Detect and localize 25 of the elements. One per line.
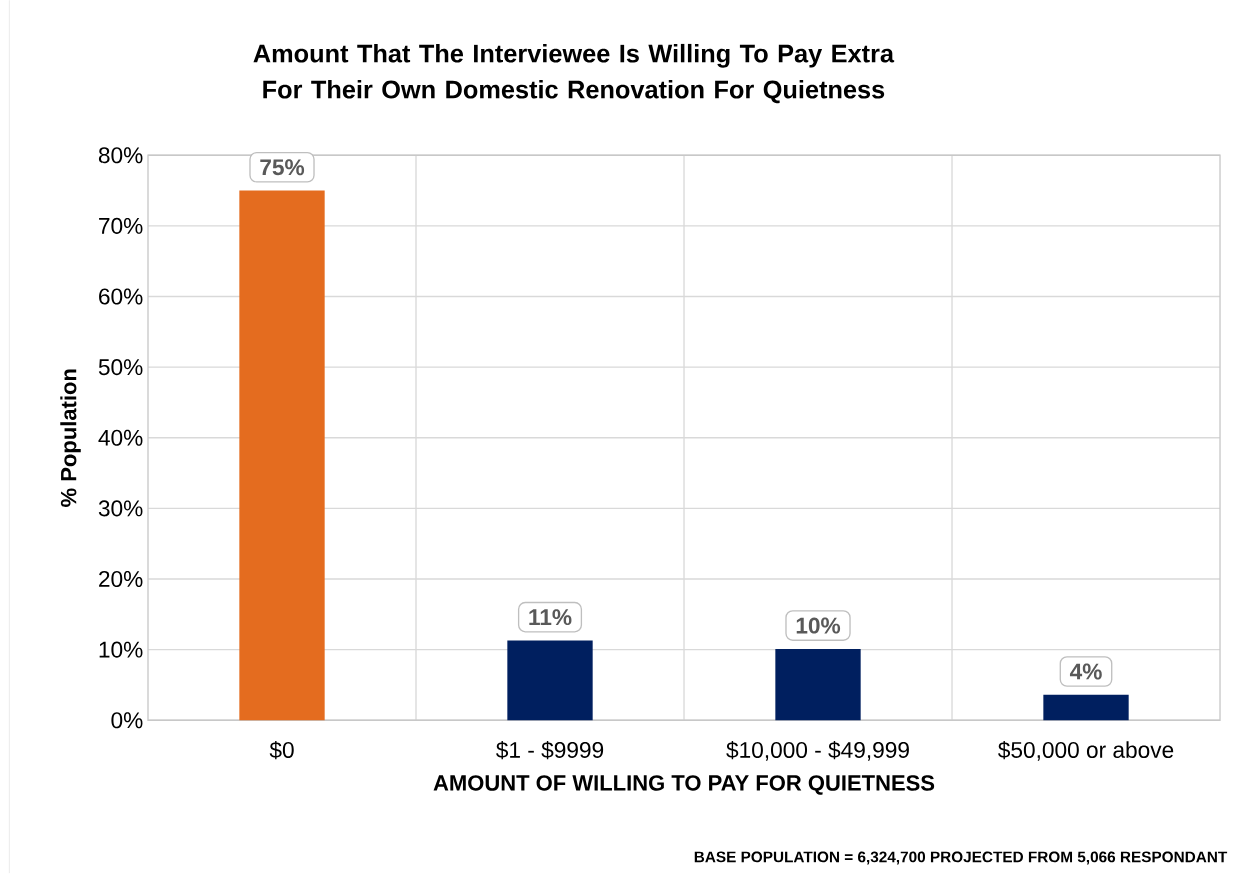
bar [775,649,861,721]
x-tick-label: $10,000 - $49,999 [726,741,909,761]
y-tick-label: 70% [99,218,143,235]
data-label: 4% [1069,663,1102,680]
y-tick-label: 30% [98,500,143,517]
x-tick-label: $0 [269,741,294,760]
x-tick-label: $1 - $9999 [496,741,604,760]
data-label: 75% [260,159,305,176]
chart-title: Amount That The Interviewee Is Willing To Pay Extra For Their Own Domestic Renovation For Quietness [253,44,895,104]
y-tick-label: 10% [99,641,143,658]
y-axis-title: % Population [60,369,81,508]
data-label: 11% [529,609,572,626]
bar [507,640,593,721]
data-label: 10% [796,617,841,634]
bar [1043,695,1129,721]
y-tick-label: 80% [98,147,143,164]
y-tick-label: 60% [99,288,143,305]
x-tick-label: $50,000 or above [998,741,1174,761]
x-axis-title: AMOUNT OF WILLING TO PAY FOR QUIETNESS [433,775,935,796]
y-tick-label: 20% [99,571,143,588]
bar [239,190,325,721]
text: BASE POPULATION = 6,324,700 PROJECTED FROM 5,066 RESPONDANT [694,851,1228,865]
y-tick-label: 40% [98,429,143,447]
y-tick-label: 0% [111,712,143,729]
y-tick-label: 50% [98,359,143,376]
